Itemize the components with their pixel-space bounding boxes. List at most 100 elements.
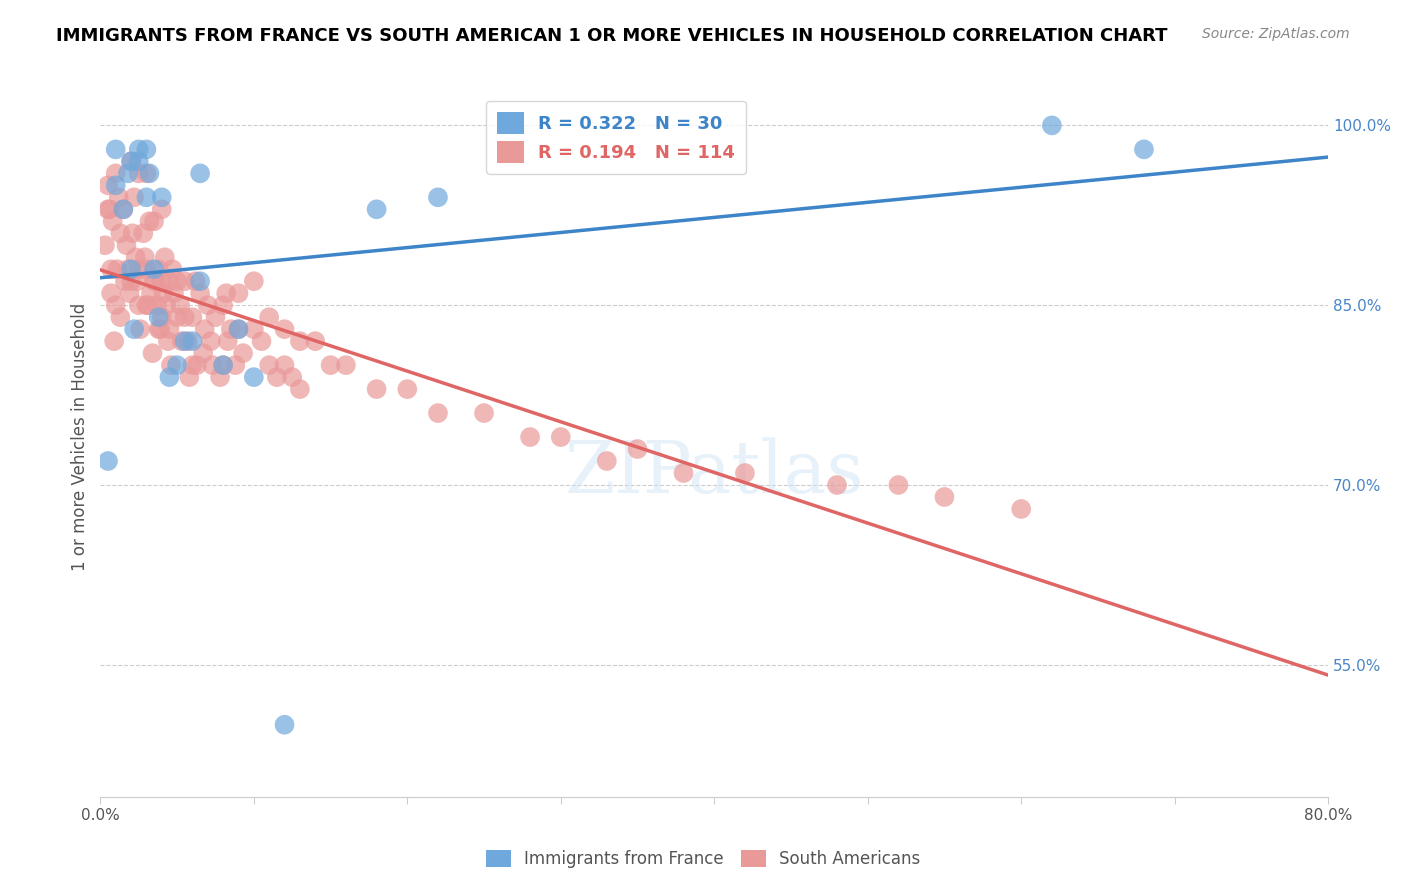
Point bbox=[115, 238, 138, 252]
Point bbox=[887, 478, 910, 492]
Legend: Immigrants from France, South Americans: Immigrants from France, South Americans bbox=[479, 843, 927, 875]
Point bbox=[139, 286, 162, 301]
Point bbox=[122, 190, 145, 204]
Point bbox=[105, 262, 128, 277]
Point bbox=[148, 322, 170, 336]
Point bbox=[146, 298, 169, 312]
Point bbox=[288, 382, 311, 396]
Point bbox=[118, 286, 141, 301]
Point bbox=[120, 274, 142, 288]
Point bbox=[204, 310, 226, 325]
Point bbox=[170, 334, 193, 348]
Point bbox=[128, 298, 150, 312]
Point bbox=[110, 310, 132, 325]
Point bbox=[166, 310, 188, 325]
Point bbox=[149, 322, 172, 336]
Point bbox=[156, 334, 179, 348]
Point bbox=[304, 334, 326, 348]
Point bbox=[173, 334, 195, 348]
Point bbox=[138, 166, 160, 180]
Point bbox=[228, 286, 250, 301]
Point bbox=[281, 370, 304, 384]
Point bbox=[157, 274, 180, 288]
Point bbox=[200, 334, 222, 348]
Point bbox=[427, 406, 450, 420]
Point bbox=[273, 718, 295, 732]
Point bbox=[273, 358, 295, 372]
Point bbox=[166, 274, 188, 288]
Point bbox=[366, 202, 388, 217]
Point bbox=[273, 322, 295, 336]
Point bbox=[212, 358, 235, 372]
Point bbox=[101, 214, 124, 228]
Point bbox=[209, 370, 232, 384]
Point bbox=[224, 358, 246, 372]
Point bbox=[138, 214, 160, 228]
Point bbox=[135, 142, 157, 156]
Point bbox=[266, 370, 288, 384]
Point bbox=[153, 250, 176, 264]
Point bbox=[215, 286, 238, 301]
Point bbox=[97, 454, 120, 468]
Point bbox=[396, 382, 419, 396]
Point bbox=[150, 202, 173, 217]
Point bbox=[143, 274, 166, 288]
Point bbox=[141, 346, 163, 360]
Point bbox=[150, 190, 173, 204]
Text: IMMIGRANTS FROM FRANCE VS SOUTH AMERICAN 1 OR MORE VEHICLES IN HOUSEHOLD CORRELA: IMMIGRANTS FROM FRANCE VS SOUTH AMERICAN… bbox=[56, 27, 1168, 45]
Point bbox=[100, 262, 122, 277]
Point bbox=[112, 202, 135, 217]
Point bbox=[166, 358, 188, 372]
Point bbox=[257, 358, 280, 372]
Point bbox=[104, 178, 127, 193]
Point bbox=[243, 274, 266, 288]
Text: Source: ZipAtlas.com: Source: ZipAtlas.com bbox=[1202, 27, 1350, 41]
Point bbox=[672, 466, 695, 480]
Point bbox=[162, 262, 184, 277]
Point bbox=[212, 298, 235, 312]
Point bbox=[212, 358, 235, 372]
Point bbox=[188, 166, 211, 180]
Point bbox=[519, 430, 541, 444]
Point bbox=[186, 358, 208, 372]
Point bbox=[181, 334, 204, 348]
Point bbox=[100, 286, 122, 301]
Point bbox=[179, 370, 201, 384]
Point bbox=[143, 214, 166, 228]
Point bbox=[145, 274, 167, 288]
Point bbox=[143, 262, 166, 277]
Point bbox=[150, 274, 173, 288]
Point bbox=[135, 190, 157, 204]
Point bbox=[188, 286, 211, 301]
Point bbox=[121, 227, 143, 241]
Point bbox=[250, 334, 273, 348]
Point bbox=[228, 322, 250, 336]
Point bbox=[934, 490, 956, 504]
Point bbox=[104, 298, 127, 312]
Point bbox=[107, 190, 129, 204]
Text: ZIPatlas: ZIPatlas bbox=[564, 438, 865, 508]
Point bbox=[194, 322, 217, 336]
Point bbox=[288, 334, 311, 348]
Point bbox=[114, 274, 136, 288]
Point bbox=[117, 166, 139, 180]
Point bbox=[181, 310, 204, 325]
Point bbox=[122, 322, 145, 336]
Legend: R = 0.322   N = 30, R = 0.194   N = 114: R = 0.322 N = 30, R = 0.194 N = 114 bbox=[486, 101, 747, 174]
Point bbox=[135, 166, 157, 180]
Point bbox=[366, 382, 388, 396]
Point bbox=[201, 358, 224, 372]
Point bbox=[103, 334, 125, 348]
Point bbox=[97, 202, 120, 217]
Point bbox=[148, 310, 170, 325]
Point bbox=[128, 142, 150, 156]
Point bbox=[132, 227, 155, 241]
Point bbox=[128, 166, 150, 180]
Point bbox=[734, 466, 756, 480]
Point bbox=[120, 154, 142, 169]
Y-axis label: 1 or more Vehicles in Household: 1 or more Vehicles in Household bbox=[72, 303, 89, 571]
Point bbox=[596, 454, 619, 468]
Point bbox=[134, 250, 156, 264]
Point bbox=[160, 358, 183, 372]
Point bbox=[197, 298, 219, 312]
